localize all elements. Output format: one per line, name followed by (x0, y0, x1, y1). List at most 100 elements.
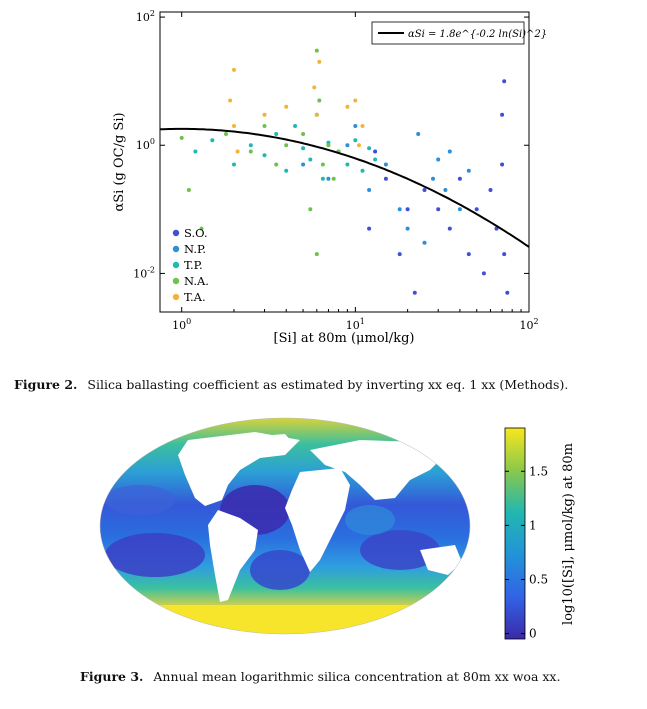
colorbar-ticks: 0 0.5 1 1.5 (505, 464, 548, 641)
y-axis-label: αSi (g OC/g Si) (112, 112, 127, 211)
scatter-point-np (422, 240, 427, 245)
scatter-point-na (224, 132, 228, 136)
fit-legend-box (371, 21, 525, 45)
axis-ticks: 100 101 102 10-2 100 102 (133, 9, 538, 332)
scatter-point-tp (232, 162, 236, 167)
legend-marker (172, 245, 180, 253)
scatter-point-np (457, 207, 462, 212)
scatter-point-np (405, 226, 410, 231)
scatter-point-ta (232, 67, 236, 72)
map-land (178, 432, 462, 602)
scatter-point-so (405, 207, 410, 212)
x-tick-label: 100 (172, 317, 191, 332)
scatter-point-ta (314, 112, 319, 117)
scatter-point-na (326, 143, 331, 148)
plot-frame (159, 11, 530, 313)
scatter-point-tp (353, 138, 358, 143)
map-outline (99, 417, 471, 635)
scatter-point-tp (274, 132, 279, 136)
scatter-point-na (199, 226, 204, 231)
scatter-point-so (502, 79, 507, 84)
figure-3-caption: Figure 3. Annual mean logarithmic silica … (80, 669, 560, 684)
scatter-point-na (248, 149, 253, 154)
scatter-point-na (262, 124, 267, 128)
scatter-point-tp (308, 157, 313, 162)
legend-label: T.A. (184, 290, 206, 304)
scatter-point-tp (210, 138, 215, 143)
scatter-point-tp (360, 168, 365, 173)
silica-concentration-world-map: 0 0.5 1 1.5 log10([Si], μmol/kg) at 80m (99, 417, 576, 641)
scatter-point-np (397, 207, 402, 212)
fit-curve (159, 127, 530, 248)
scatter-point-ta (235, 149, 240, 154)
colorbar-tick-label: 1.5 (529, 464, 548, 478)
scatter-point-so (447, 226, 452, 231)
scatter-point-ta (357, 143, 361, 148)
scatter-point-so (481, 271, 486, 276)
scatter-point-na (274, 162, 279, 167)
scatter-point-ta (312, 85, 317, 90)
colorbar-label: log10([Si], μmol/kg) at 80m (561, 443, 576, 625)
colorbar-tick-label: 0.5 (529, 572, 548, 586)
scatter-points-layer (179, 48, 510, 295)
scatter-point-na (308, 207, 313, 212)
legend-label: N.A. (184, 274, 209, 288)
legend-marker (172, 293, 180, 301)
scatter-point-np (353, 124, 358, 128)
scatter-point-so (500, 162, 505, 167)
scatter-point-na (331, 176, 336, 181)
x-tick-label: 101 (346, 317, 365, 332)
scatter-point-so (436, 207, 441, 212)
scatter-point-ta (345, 104, 350, 109)
figure-2-caption-label: Figure 2. (14, 377, 78, 392)
colorbar-tick-label: 1 (529, 518, 537, 532)
scatter-point-np (367, 188, 372, 192)
legend-label: N.P. (184, 242, 206, 256)
y-tick-label: 102 (136, 9, 155, 24)
fit-legend-label: αSi = 1.8e^{-0.2 ln(Si)^2} (408, 29, 547, 40)
scatter-point-so (383, 176, 388, 181)
scatter-point-na (301, 132, 306, 136)
scatter-point-np (383, 162, 388, 167)
scatter-point-tp (373, 157, 378, 162)
scatter-point-np (301, 162, 306, 167)
scatter-point-so (412, 290, 417, 295)
scatter-point-so (422, 188, 427, 192)
scatter-point-ta (360, 124, 365, 128)
figure-2-caption-text: Silica ballasting coefficient as estimat… (87, 377, 569, 392)
scatter-point-so (457, 176, 462, 181)
scatter-point-so (474, 207, 479, 212)
scatter-point-ta (353, 98, 358, 103)
silica-ballasting-scatter-chart: 100 101 102 10-2 100 102 αSi = 1.8e^{-0.2 ln(… (112, 9, 547, 346)
scatter-point-tp (284, 168, 289, 173)
scatter-point-ta (228, 98, 233, 103)
scatter-point-tp (301, 146, 306, 151)
scatter-point-na (314, 252, 319, 257)
scatter-point-ta (232, 124, 236, 128)
colorbar-tick-label: 0 (529, 627, 537, 641)
scatter-point-so (502, 252, 507, 257)
figure-2-caption: Figure 2. Silica ballasting coefficient a… (14, 377, 568, 392)
scatter-point-ta (284, 104, 289, 109)
scatter-point-na (320, 162, 325, 167)
scatter-point-tp (345, 162, 350, 167)
x-tick-label: 102 (519, 317, 538, 332)
series-legend: S.O. N.P. T.P. N.A. T.A. (172, 226, 209, 304)
scatter-point-so (488, 188, 493, 192)
scatter-point-so (500, 112, 505, 117)
scatter-point-na (179, 135, 184, 140)
scatter-point-so (373, 149, 378, 154)
scatter-point-na (284, 143, 289, 148)
scatter-point-so (367, 226, 372, 231)
scatter-point-np (416, 132, 421, 136)
scatter-point-tp (262, 153, 267, 158)
scatter-point-np (326, 176, 331, 181)
x-axis-label: [Si] at 80m (μmol/kg) (274, 331, 415, 346)
scatter-point-ta (317, 59, 322, 64)
legend-marker (172, 261, 180, 269)
figure-3-caption-label: Figure 3. (80, 669, 144, 684)
scatter-point-so (505, 290, 510, 295)
scatter-point-np (447, 149, 452, 154)
legend-marker (172, 277, 180, 285)
legend-label: T.P. (184, 258, 203, 272)
